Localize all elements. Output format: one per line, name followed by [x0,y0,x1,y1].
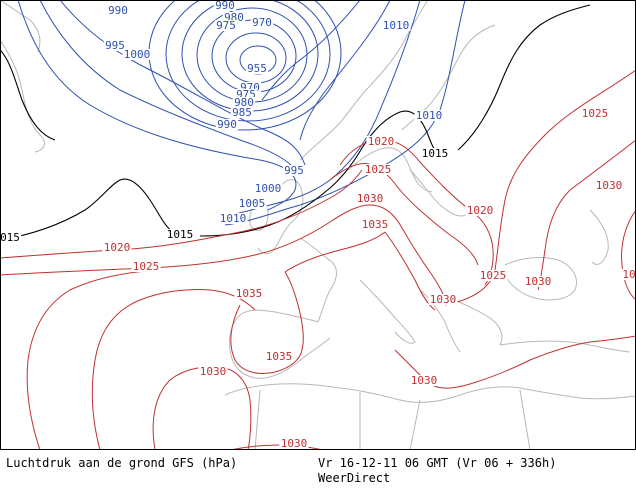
isobar-label-bg [106,5,130,16]
isobar-label: 1035 [236,287,263,300]
isobar-label: 980 [234,96,254,109]
isobar-label-bg [264,351,294,362]
isobar-label-bg [238,82,262,93]
isobar-label-bg [198,366,228,377]
isobar-label-bg [621,269,636,280]
isobar-label-bg [213,0,237,11]
isobar-label-bg [409,375,439,386]
isobar-label: 1010 [416,109,443,122]
isobar-label: 1030 [357,192,384,205]
isobar-label: 1025 [133,260,160,273]
isobar-label-bg [366,136,396,147]
isobar-label-bg [232,97,256,108]
coastlines [0,0,636,450]
map-border [0,0,636,450]
isobar-label: 1010 [383,19,410,32]
isobar-label: 1030 [596,179,623,192]
isobar-label: 1035 [266,350,293,363]
isobar-label-bg [355,193,385,204]
isobar-label-bg [414,110,444,121]
isobar-label-bg [478,270,508,281]
isobar-label-bg [0,232,22,243]
isobar-label-bg [381,20,411,31]
forecast-time: Vr 16-12-11 06 GMT (Vr 06 + 336h) [318,456,557,470]
isobar-label: 1010 [220,212,247,225]
isobar-label-bg [253,183,283,194]
isobar-label: 995 [105,39,125,52]
isobar-label-bg [250,17,274,28]
isobar-label: 995 [284,164,304,177]
high-pressure-isobars [0,69,636,450]
isobar-label-bg [523,276,553,287]
isobar-label-bg [428,294,458,305]
isobar-label: 990 [215,0,235,12]
isobar-label: 1020 [467,204,494,217]
isobar-label: 10 [622,268,635,281]
isobar-label: 1030 [430,293,457,306]
isobar-label-bg [580,108,610,119]
isobar-label-bg [131,261,161,272]
isobar-label: 1015 [167,228,194,241]
isobar-label: 1030 [525,275,552,288]
isobar-label: 1025 [480,269,507,282]
isobar-label-bg [215,119,239,130]
isobar-label-bg [420,148,450,159]
isobar-label-bg [245,63,269,74]
isobar-label-bg [222,12,246,23]
isobar-label: 015 [0,231,20,244]
isobar-label-bg [360,219,390,230]
isobar-label: 1015 [422,147,449,160]
isobar-label: 1030 [200,365,227,378]
mid-isobars [0,4,591,241]
pressure-map: 990 995 1000 990 980 970 975 955 970 975 980 985 990… [0,0,636,450]
isobar-label-bg [363,164,393,175]
isobar-label: 1000 [124,48,151,61]
isobar-label-bg [102,242,132,253]
isobar-label: 975 [216,19,236,32]
isobar-label-bg [237,198,267,209]
isobar-label: 970 [252,16,272,29]
map-footer: Luchtdruk aan de grond GFS (hPa) Vr 16-1… [0,450,636,491]
isobar-label: 990 [108,4,128,17]
isobar-label: 1020 [104,241,131,254]
isobar-label: 1030 [281,437,308,450]
isobar-label-bg [103,40,127,51]
isobar-label-bg [230,107,254,118]
isobar-label: 1005 [239,197,266,210]
brand-label: WeerDirect [318,471,391,485]
isobar-label-bg [122,49,152,60]
isobar-label-bg [282,165,306,176]
isobar-label: 990 [217,118,237,131]
isobar-label: 1025 [582,107,609,120]
isobar-label-bg [594,180,624,191]
isobar-label-bg [465,205,495,216]
isobar-label-bg [279,438,309,449]
isobar-label: 1020 [368,135,395,148]
isobar-label-bg [214,20,238,31]
isobar-label-bg [218,213,248,224]
isobar-label: 1035 [362,218,389,231]
isobar-label: 955 [247,62,267,75]
map-caption: Luchtdruk aan de grond GFS (hPa) [6,456,238,470]
isobar-label-bg [234,288,264,299]
isobar-label-bg [165,229,195,240]
isobar-label: 1030 [411,374,438,387]
isobar-label: 985 [232,106,252,119]
isobar-label: 1000 [255,182,282,195]
isobar-label: 1025 [365,163,392,176]
isobar-label-bg [234,89,258,100]
